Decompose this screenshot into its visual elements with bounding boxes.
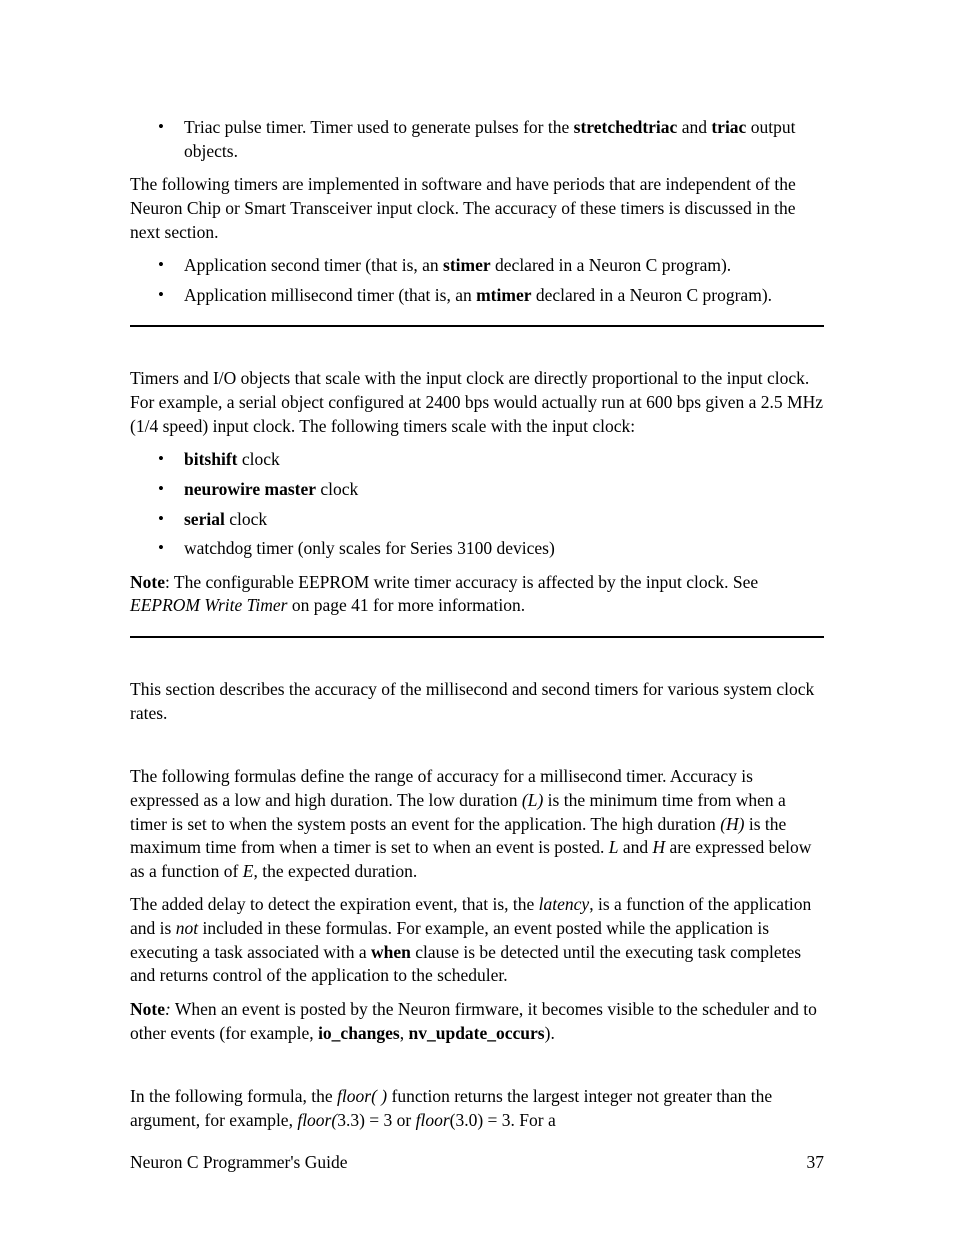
paragraph: The following timers are implemented in … [130,173,824,244]
list-item: bitshift clock [184,448,824,472]
list-item: Application millisecond timer (that is, … [184,284,824,308]
list-item: watchdog timer (only scales for Series 3… [184,537,824,561]
note-paragraph: Note: When an event is posted by the Neu… [130,998,824,1045]
note-label: Note [130,572,165,592]
bullet-text: Triac pulse timer. Timer used to generat… [184,117,574,137]
term-neurowire-master: neurowire master [184,479,316,499]
term-mtimer: mtimer [476,285,531,305]
paragraph: In the following formula, the floor( ) f… [130,1085,824,1132]
section-gap [130,1055,824,1085]
bullet-text: Application millisecond timer (that is, … [184,285,476,305]
term-stimer: stimer [443,255,491,275]
term-bitshift: bitshift [184,449,237,469]
bullet-text: and [677,117,711,137]
list-item: serial clock [184,508,824,532]
note-text: , [400,1023,409,1043]
fn-floor: floor [416,1110,450,1130]
paragraph: Timers and I/O objects that scale with t… [130,367,824,438]
note-text: ). [545,1023,555,1043]
term-triac: triac [711,117,746,137]
body-text: , the expected duration. [253,861,417,881]
bullet-text: clock [237,449,279,469]
var-L: (L) [522,790,543,810]
bullet-text: declared in a Neuron C program). [531,285,772,305]
body-text: (3.0) = 3. For a [450,1110,556,1130]
footer-title: Neuron C Programmer's Guide [130,1151,348,1175]
horizontal-rule [130,636,824,638]
var-E: E [243,861,254,881]
paragraph: This section describes the accuracy of t… [130,678,824,725]
note-paragraph: Note: The configurable EEPROM write time… [130,571,824,618]
fn-floor: floor( [297,1110,337,1130]
var-L: L [609,837,619,857]
fn-floor: floor( ) [337,1086,387,1106]
list-item: neurowire master clock [184,478,824,502]
page-footer: Neuron C Programmer's Guide 37 [130,1151,824,1175]
note-text: on page 41 for more information. [287,595,525,615]
event-nv-update-occurs: nv_update_occurs [409,1023,545,1043]
top-bullet-list: Triac pulse timer. Timer used to generat… [130,116,824,163]
document-page: Triac pulse timer. Timer used to generat… [0,0,954,1235]
keyword-when: when [371,942,411,962]
section-gap [130,735,824,765]
term-stretchedtriac: stretchedtriac [574,117,678,137]
var-H: H [653,837,666,857]
paragraph: The following formulas define the range … [130,765,824,883]
list-item: Application second timer (that is, an st… [184,254,824,278]
term-serial: serial [184,509,225,529]
event-io-changes: io_changes [318,1023,400,1043]
list-item: Triac pulse timer. Timer used to generat… [184,116,824,163]
horizontal-rule [130,325,824,327]
paragraph: The added delay to detect the expiration… [130,893,824,988]
software-timer-list: Application second timer (that is, an st… [130,254,824,307]
bullet-text: declared in a Neuron C program). [491,255,732,275]
bullet-text: Application second timer (that is, an [184,255,443,275]
body-text: In the following formula, the [130,1086,337,1106]
term-not: not [176,918,198,938]
bullet-text: watchdog timer (only scales for Series 3… [184,538,555,558]
ref-eeprom-write-timer: EEPROM Write Timer [130,595,287,615]
note-text: : The configurable EEPROM write timer ac… [165,572,758,592]
note-label: Note [130,999,165,1019]
bullet-text: clock [225,509,267,529]
clock-bullet-list: bitshift clock neurowire master clock se… [130,448,824,561]
bullet-text: clock [316,479,358,499]
page-number: 37 [807,1151,825,1175]
term-latency: latency [539,894,590,914]
var-H: (H) [720,814,744,834]
body-text: The added delay to detect the expiration… [130,894,539,914]
body-text: 3.3) = 3 or [337,1110,415,1130]
body-text: and [618,837,652,857]
